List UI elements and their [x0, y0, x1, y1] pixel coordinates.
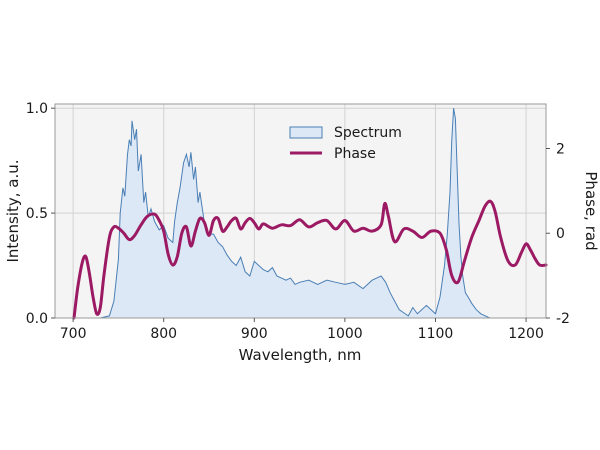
phase-line	[72, 199, 548, 320]
legend: Spectrum Phase	[289, 125, 402, 162]
x-tick-label: 1000	[327, 326, 363, 342]
y2-tick-label: -2	[556, 311, 570, 327]
y2-tick-label: 2	[556, 141, 565, 157]
y-axis-ticks: 0.0 0.5 1.0	[26, 101, 55, 327]
x-tick-label: 900	[241, 326, 268, 342]
x-axis-ticks: 700 800 900 1000 1100 1200	[60, 318, 544, 342]
y2-axis-title: Phase, rad	[582, 171, 600, 250]
x-tick-label: 1100	[418, 326, 454, 342]
legend-spectrum-swatch	[289, 126, 323, 139]
legend-spectrum-label: Spectrum	[334, 125, 402, 141]
x-axis-title: Wavelength, nm	[239, 346, 362, 364]
y-axis-title: Intensity, a.u.	[4, 159, 22, 262]
plot-frame	[54, 103, 547, 319]
spectrum-line	[73, 108, 546, 319]
y2-tick-label: 0	[556, 226, 565, 242]
phase-series	[72, 199, 548, 320]
x-tick-label: 700	[60, 326, 87, 342]
x-tick-label: 1200	[508, 326, 544, 342]
x-tick-label: 800	[150, 326, 177, 342]
y2-axis-ticks: -2 0 2	[546, 141, 570, 327]
y-tick-label: 0.0	[26, 311, 48, 327]
y-tick-label: 1.0	[26, 101, 48, 117]
y-tick-label: 0.5	[26, 206, 48, 222]
legend-phase-label: Phase	[334, 146, 376, 162]
spectrum-series	[73, 108, 546, 319]
